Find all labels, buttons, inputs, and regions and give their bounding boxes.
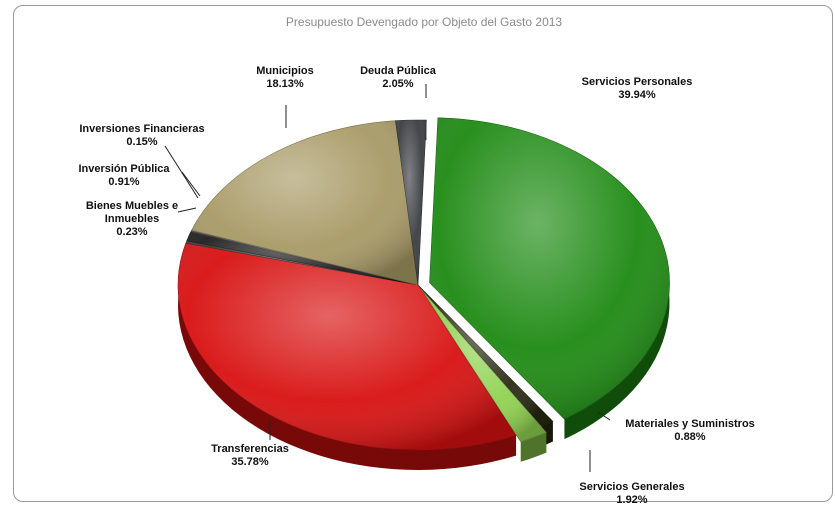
slice-label-value-bienes-muebles-e-inmuebles: 0.23%	[116, 226, 147, 238]
slice-label-value-inversion-publica: 0.91%	[108, 176, 139, 188]
leader-line-materiales-y-suministros	[597, 411, 611, 421]
slice-label-name-servicios-personales: Servicios Personales	[582, 76, 693, 88]
pie-slice-layer	[177, 117, 670, 451]
slice-label-value-materiales-y-suministros: 0.88%	[674, 431, 705, 443]
slice-highlight-materiales-y-suministros	[418, 285, 553, 427]
slice-label-name-servicios-generales: Servicios Generales	[579, 481, 684, 493]
slice-label-name-bienes-muebles-e-inmuebles-1: Inmuebles	[105, 213, 159, 225]
slice-label-value-servicios-personales: 39.94%	[618, 89, 656, 101]
slice-label-value-servicios-generales: 1.92%	[616, 494, 647, 505]
slice-label-name-bienes-muebles-e-inmuebles-0: Bienes Muebles e	[86, 200, 178, 212]
slice-label-name-municipios: Municipios	[256, 65, 313, 77]
slice-side-transferencias	[178, 243, 517, 470]
slice-label-name-materiales-y-suministros: Materiales y Suministros	[625, 418, 755, 430]
slice-label-name-transferencias: Transferencias	[211, 443, 289, 455]
leader-line-bienes-muebles-e-inmuebles	[177, 207, 197, 213]
slice-highlight-servicios-personales	[429, 117, 670, 420]
leader-line-inversiones-financieras	[164, 145, 199, 199]
slice-highlight-servicios-generales	[422, 291, 547, 442]
slice-label-value-transferencias: 35.78%	[231, 456, 269, 468]
slice-label-value-inversiones-financieras: 0.15%	[126, 136, 157, 148]
slice-highlight-transferencias	[178, 243, 517, 450]
slice-label-value-deuda-publica: 2.05%	[382, 78, 413, 90]
slice-label-name-deuda-publica: Deuda Pública	[360, 65, 437, 77]
slice-label-name-inversiones-financieras: Inversiones Financieras	[79, 123, 204, 135]
chart-title: Presupuesto Devengado por Objeto del Gas…	[285, 15, 563, 29]
slice-label-value-municipios: 18.13%	[266, 78, 304, 90]
slice-highlight-deuda-publica	[395, 120, 427, 286]
slice-highlight-municipios	[191, 120, 418, 285]
slice-label-name-inversion-publica: Inversión Pública	[78, 163, 170, 175]
leader-line-inversion-publica	[181, 171, 201, 197]
leader-lines	[164, 84, 611, 472]
